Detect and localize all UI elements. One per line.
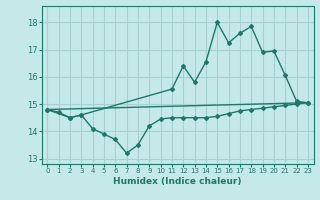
X-axis label: Humidex (Indice chaleur): Humidex (Indice chaleur) (113, 177, 242, 186)
